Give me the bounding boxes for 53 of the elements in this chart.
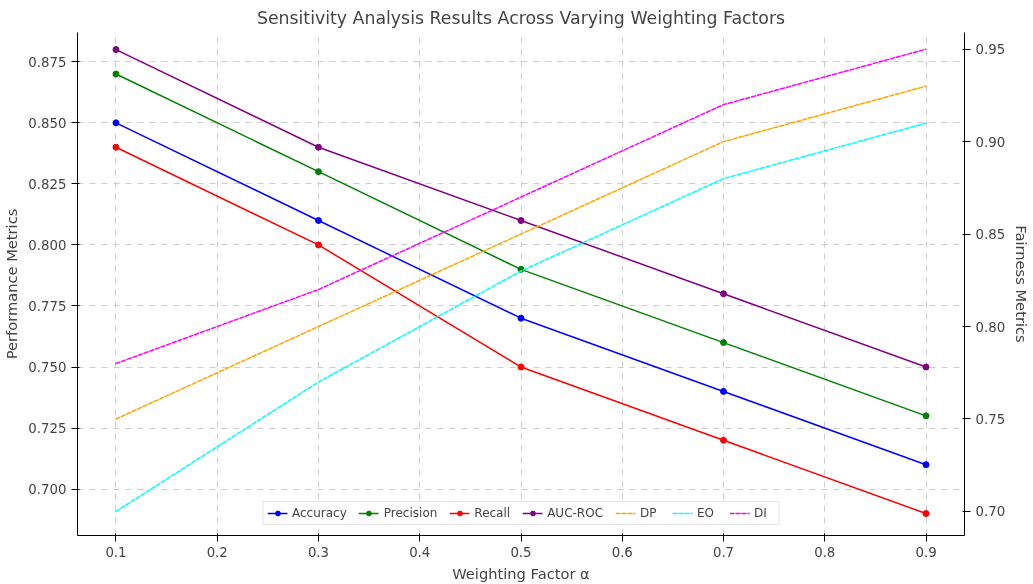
point [112,143,120,151]
x-axis-title: Weighting Factor α [452,564,590,582]
y2-tick-label: 0.80 [975,319,1006,335]
y-tick-label: 0.875 [28,54,67,70]
legend-label: Precision [383,506,438,520]
x-tick-label: 0.5 [510,544,532,560]
point [922,510,930,518]
x-tick-label: 0.4 [409,544,431,560]
point [112,46,120,54]
point [517,363,525,371]
point [720,290,728,298]
y-tick-label: 0.775 [28,298,67,314]
y-tick-label: 0.725 [28,421,67,437]
point [314,168,322,176]
legend-label: DP [640,506,658,520]
y-tick-label: 0.750 [28,360,67,376]
point [720,339,728,347]
y2-axis-title: Fairness Metrics [1013,225,1031,343]
x-tick-label: 0.8 [814,544,836,560]
x-tick-label: 0.6 [611,544,633,560]
y-tick-label: 0.850 [28,115,67,131]
x-tick-label: 0.3 [307,544,330,560]
point [314,217,322,225]
legend-label: EO [697,506,716,520]
point [720,436,728,444]
point [922,461,930,469]
y-tick-label: 0.700 [28,482,67,498]
point [314,143,322,151]
x-tick-label: 0.7 [712,544,735,560]
point [314,241,322,249]
legend-label: Recall [474,506,511,520]
point [922,363,930,371]
x-tick-label: 0.9 [915,544,937,560]
y-tick-label: 0.800 [28,237,67,253]
point [517,217,525,225]
y2-tick-label: 0.70 [975,504,1006,520]
y2-tick-label: 0.90 [975,134,1006,150]
point [112,70,120,78]
y-axis-title: Performance Metrics [3,208,21,360]
legend-label: DI [754,506,768,520]
y-tick-label: 0.825 [28,176,67,192]
chart-title: Sensitivity Analysis Results Across Varying Weighting Factors [256,7,786,28]
x-tick-label: 0.2 [206,544,228,560]
point [517,314,525,322]
legend-label: AUC-ROC [547,506,604,520]
y2-tick-label: 0.85 [975,227,1006,243]
y2-tick-label: 0.75 [975,412,1006,427]
x-tick-label: 0.1 [105,544,127,560]
point [922,412,930,420]
point [112,119,120,127]
legend-label: Accuracy [291,506,347,520]
y2-tick-label: 0.95 [975,42,1006,58]
point [720,387,728,395]
